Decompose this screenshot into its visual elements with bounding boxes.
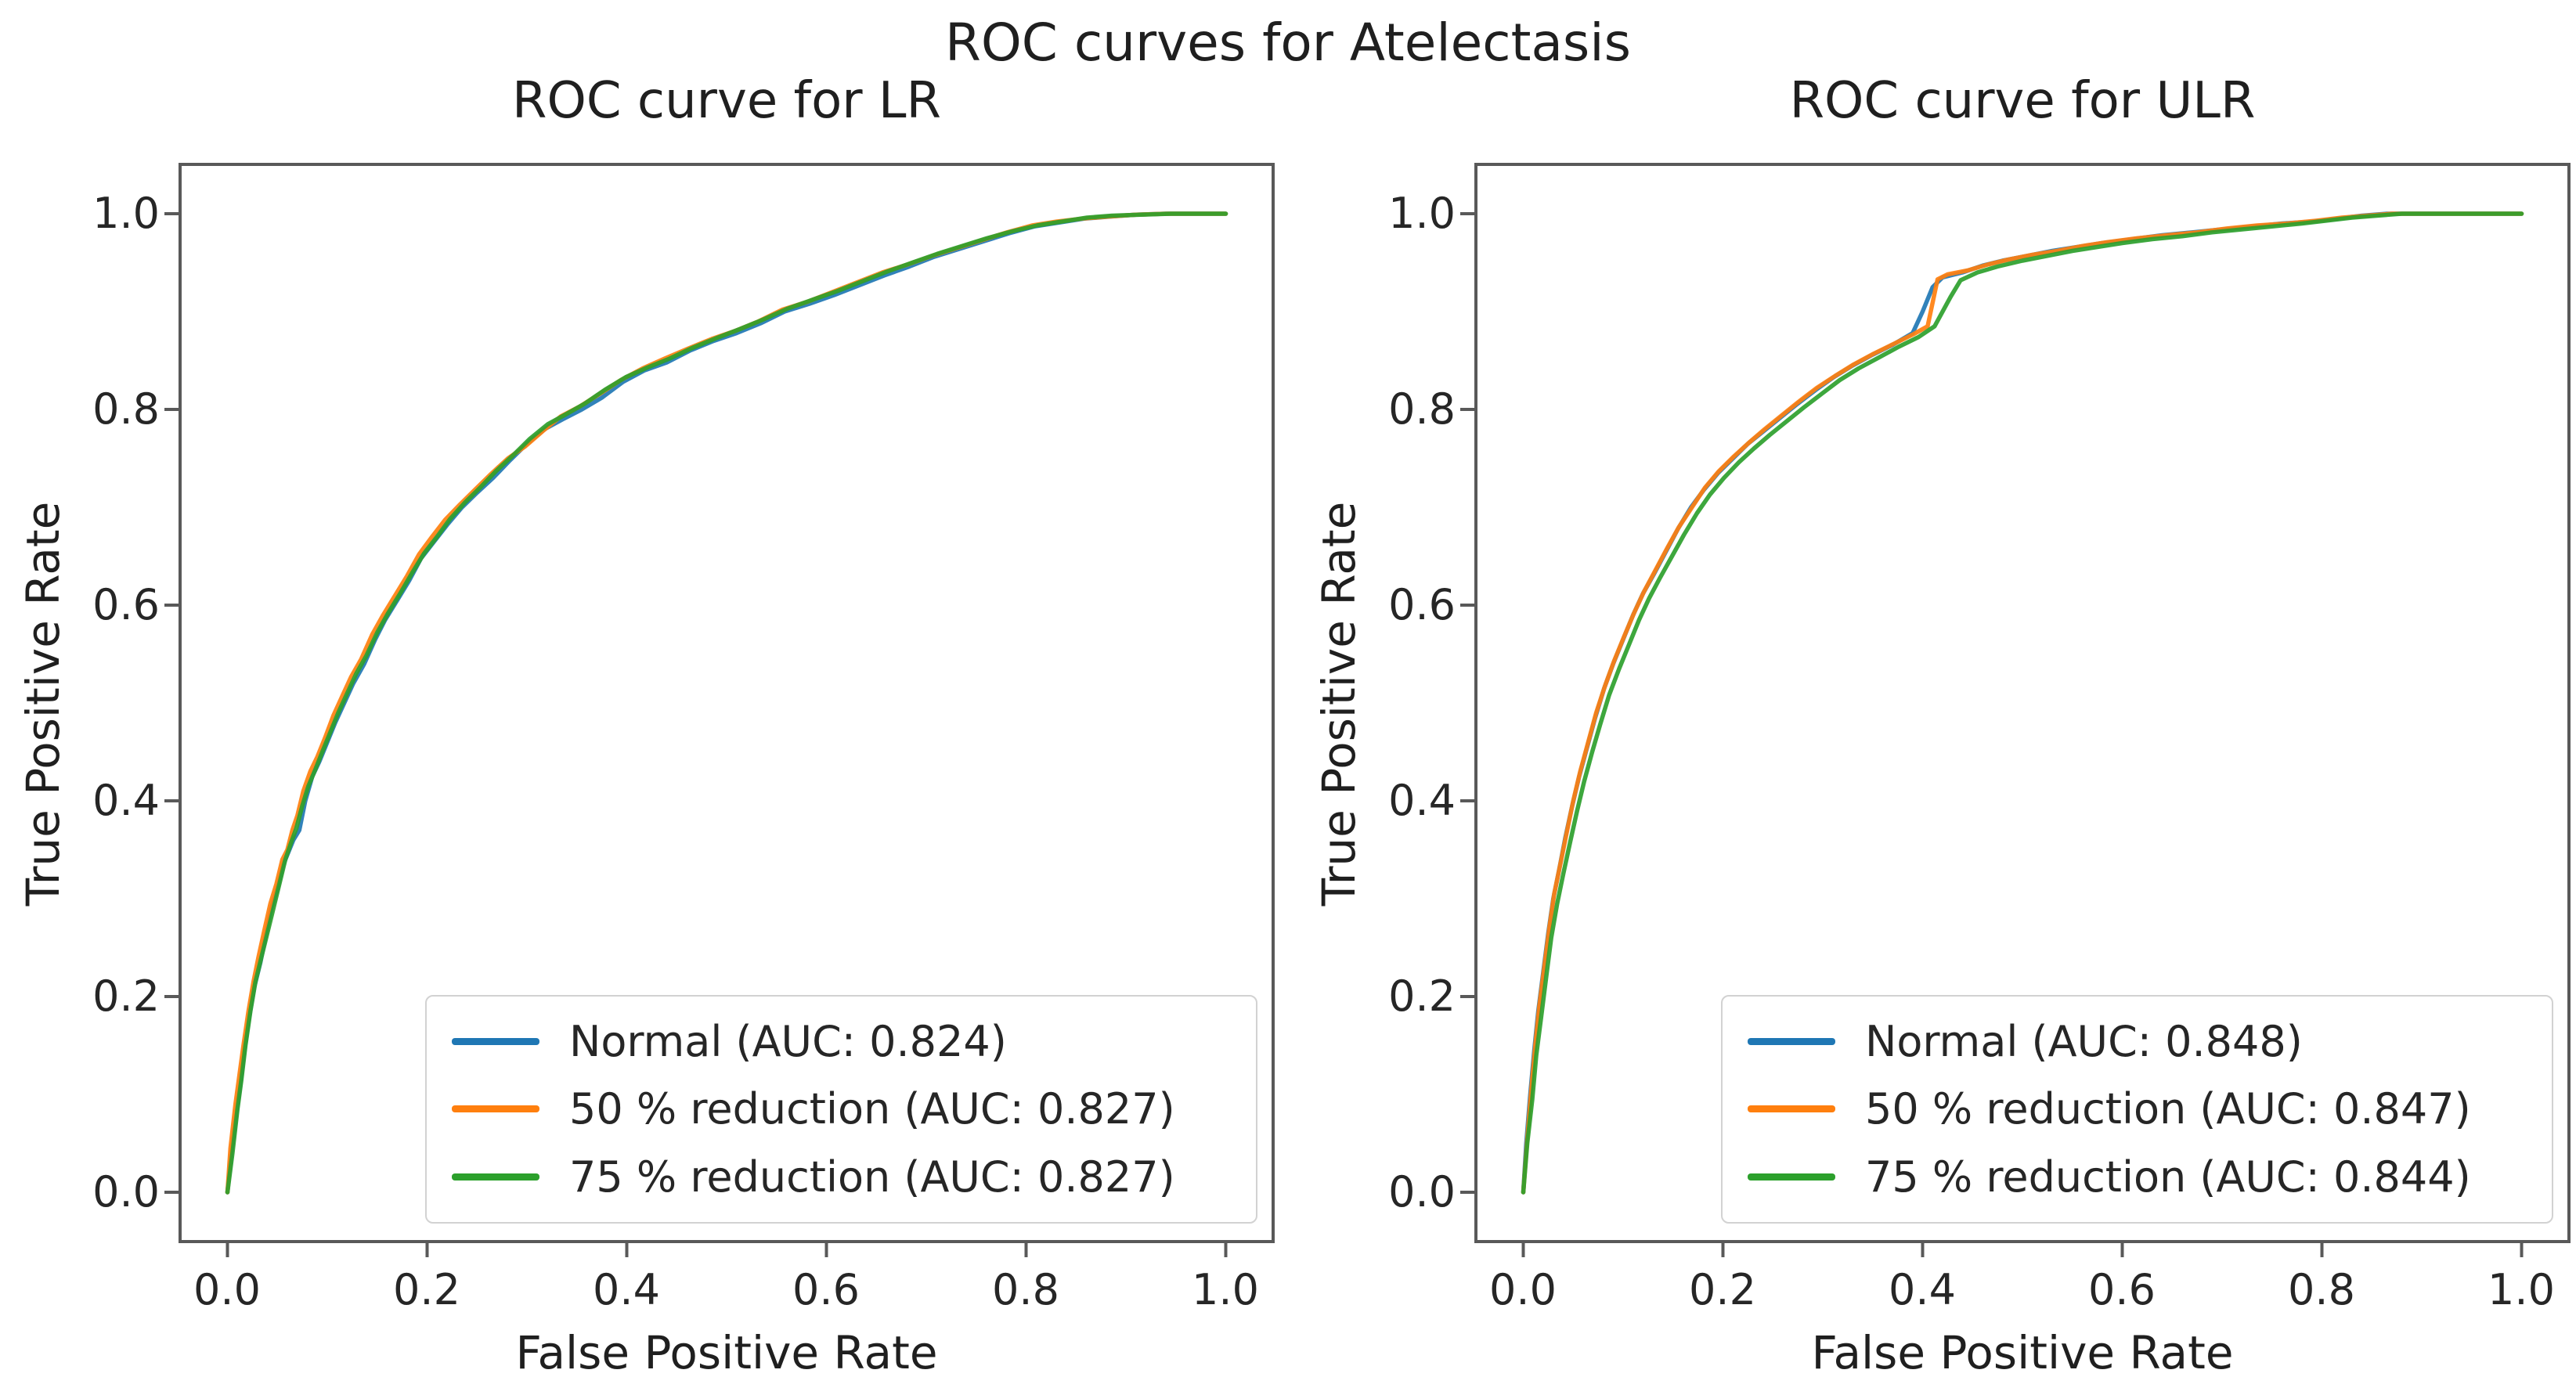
legend-entry: Normal (AUC: 0.824) (452, 1017, 1232, 1066)
legend-ulr: Normal (AUC: 0.848) 50 % reduction (AUC:… (1721, 995, 2553, 1224)
legend-line-75pct (452, 1173, 539, 1181)
legend-line-50pct (452, 1105, 539, 1113)
legend-label: 50 % reduction (AUC: 0.827) (569, 1084, 1175, 1134)
y-tick-label: 0.0 (1388, 1167, 1456, 1217)
roc-curve (225, 211, 1228, 1195)
legend-line-normal (452, 1037, 539, 1045)
y-tick-label: 0.0 (92, 1167, 160, 1217)
x-tick-label: 0.8 (2288, 1265, 2355, 1314)
x-tick-label: 0.6 (2088, 1265, 2156, 1314)
x-tick-label: 0.4 (1889, 1265, 1956, 1314)
y-tick-label: 0.2 (1388, 971, 1456, 1021)
x-tick-label: 0.6 (792, 1265, 860, 1314)
figure-title: ROC curves for Atelectasis (944, 13, 1631, 73)
legend-line-50pct (1748, 1105, 1835, 1113)
x-tick-label: 1.0 (2488, 1265, 2555, 1314)
y-tick-label: 1.0 (1388, 189, 1456, 238)
x-tick-label: 0.2 (1689, 1265, 1756, 1314)
legend-lr: Normal (AUC: 0.824) 50 % reduction (AUC:… (425, 995, 1257, 1224)
y-tick-label: 0.8 (92, 384, 160, 434)
legend-label: 75 % reduction (AUC: 0.844) (1865, 1152, 2471, 1202)
y-tick-label: 0.6 (1388, 580, 1456, 629)
legend-entry: 75 % reduction (AUC: 0.827) (452, 1152, 1232, 1202)
legend-entry: Normal (AUC: 0.848) (1748, 1017, 2528, 1066)
y-tick-label: 0.6 (92, 580, 160, 629)
legend-label: Normal (AUC: 0.848) (1865, 1016, 2303, 1066)
roc-curve (1521, 211, 2524, 1195)
legend-label: 75 % reduction (AUC: 0.827) (569, 1152, 1175, 1202)
x-tick-label: 0.4 (593, 1265, 660, 1314)
y-axis-label-lr: True Positive Rate (16, 501, 70, 907)
subplot-title-lr: ROC curve for LR (512, 72, 941, 130)
legend-line-normal (1748, 1037, 1835, 1045)
legend-entry: 50 % reduction (AUC: 0.847) (1748, 1084, 2528, 1134)
legend-label: 50 % reduction (AUC: 0.847) (1865, 1084, 2471, 1134)
x-tick-label: 0.0 (193, 1265, 261, 1314)
y-tick-label: 1.0 (92, 189, 160, 238)
y-tick-label: 0.4 (92, 776, 160, 825)
x-tick-label: 0.8 (992, 1265, 1059, 1314)
y-axis-label-ulr: True Positive Rate (1312, 501, 1366, 907)
x-tick-label: 0.0 (1489, 1265, 1557, 1314)
roc-curve (1521, 211, 2524, 1195)
y-tick-label: 0.8 (1388, 384, 1456, 434)
x-axis-label-ulr: False Positive Rate (1811, 1326, 2234, 1377)
x-tick-label: 1.0 (1192, 1265, 1259, 1314)
x-axis-label-lr: False Positive Rate (515, 1326, 938, 1377)
y-tick-label: 0.4 (1388, 776, 1456, 825)
x-tick-label: 0.2 (393, 1265, 460, 1314)
y-tick-label: 0.2 (92, 971, 160, 1021)
legend-label: Normal (AUC: 0.824) (569, 1016, 1007, 1066)
legend-entry: 50 % reduction (AUC: 0.827) (452, 1084, 1232, 1134)
legend-line-75pct (1748, 1173, 1835, 1181)
subplot-title-ulr: ROC curve for ULR (1789, 72, 2256, 130)
legend-entry: 75 % reduction (AUC: 0.844) (1748, 1152, 2528, 1202)
